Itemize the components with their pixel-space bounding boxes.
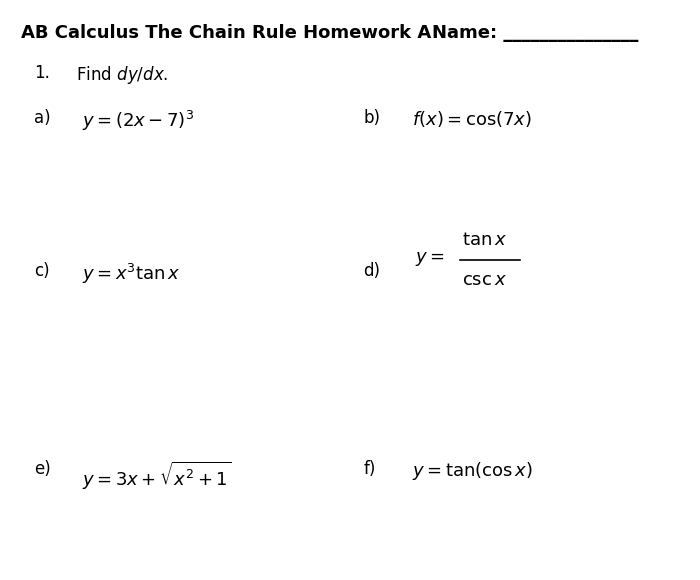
Text: 1.: 1. bbox=[34, 64, 50, 82]
Text: f): f) bbox=[363, 460, 376, 478]
Text: $y = 3x + \sqrt{x^2 + 1}$: $y = 3x + \sqrt{x^2 + 1}$ bbox=[83, 460, 232, 492]
Text: $\tan x$: $\tan x$ bbox=[462, 231, 507, 249]
Text: $y = (2x - 7)^3$: $y = (2x - 7)^3$ bbox=[83, 109, 195, 133]
Text: $f(x) = \cos(7x)$: $f(x) = \cos(7x)$ bbox=[412, 109, 531, 129]
Text: AB Calculus The Chain Rule Homework A: AB Calculus The Chain Rule Homework A bbox=[21, 24, 431, 42]
Text: d): d) bbox=[363, 262, 381, 280]
Text: $y = $: $y = $ bbox=[415, 250, 444, 268]
Text: b): b) bbox=[363, 109, 381, 127]
Text: c): c) bbox=[34, 262, 50, 280]
Text: $\csc x$: $\csc x$ bbox=[462, 271, 507, 289]
Text: a): a) bbox=[34, 109, 51, 127]
Text: Find $dy/dx$.: Find $dy/dx$. bbox=[76, 64, 168, 86]
Text: $y = \tan(\cos x)$: $y = \tan(\cos x)$ bbox=[412, 460, 533, 482]
Text: Name: _______________: Name: _______________ bbox=[432, 24, 638, 42]
Text: $y = x^3 \tan x$: $y = x^3 \tan x$ bbox=[83, 262, 181, 286]
Text: e): e) bbox=[34, 460, 51, 478]
